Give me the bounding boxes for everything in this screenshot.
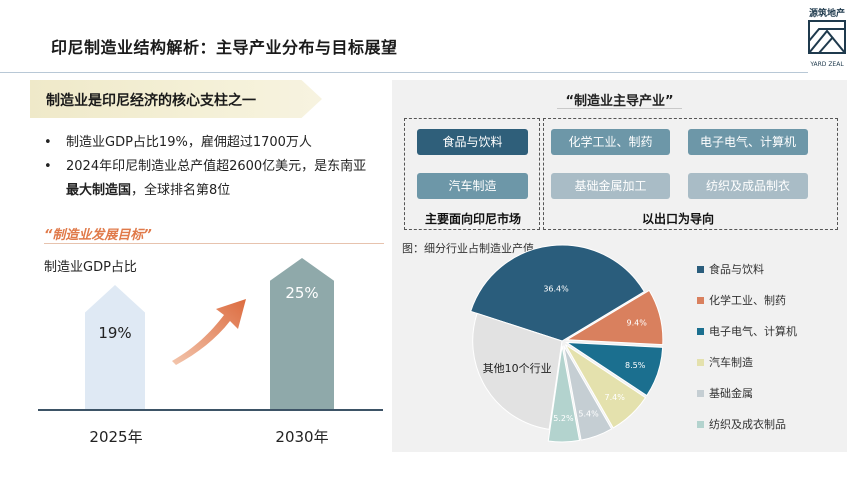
legend-item: 纺织及成衣制品 bbox=[697, 418, 797, 449]
logo-text-cn: 源筑地产 bbox=[808, 9, 845, 19]
category-electronics-computers: 电子电气、计算机 bbox=[688, 129, 808, 155]
pie-slice bbox=[564, 341, 664, 397]
pie-data-label: 7.4% bbox=[605, 393, 626, 402]
legend-swatch bbox=[697, 328, 704, 335]
pie-slice bbox=[547, 345, 581, 443]
domestic-group-box bbox=[404, 118, 540, 230]
bar-label-2030: 25% bbox=[285, 284, 319, 302]
x-axis-label-2025: 2025年 bbox=[89, 428, 143, 446]
growth-arrow-icon bbox=[172, 299, 246, 365]
headline-banner-text: 制造业是印尼经济的核心支柱之一 bbox=[46, 93, 256, 109]
legend-label: 基础金属 bbox=[709, 387, 753, 400]
industry-panel-title: “制造业主导产业” bbox=[565, 94, 674, 109]
bar-2025 bbox=[85, 285, 145, 410]
category-automotive: 汽车制造 bbox=[417, 173, 528, 199]
domestic-group-label: 主要面向印尼市场 bbox=[425, 212, 522, 226]
pie-chart: 36.4% 9.4% 8.5% 7.4% 5.4% 5.2% 其他10个行业 bbox=[470, 244, 664, 443]
legend-item: 基础金属 bbox=[697, 387, 797, 418]
key-fact-item: 制造业GDP占比19%，雇佣超过1700万人 bbox=[44, 131, 379, 155]
pie-slice bbox=[470, 244, 646, 342]
x-axis-label-2030: 2030年 bbox=[275, 428, 329, 446]
category-food-beverage: 食品与饮料 bbox=[417, 129, 528, 155]
pie-chart-caption: 图：细分行业占制造业产值 bbox=[402, 242, 534, 255]
goal-section-title: “制造业发展目标” bbox=[44, 228, 152, 243]
panel-title-underline bbox=[557, 108, 682, 109]
goal-divider bbox=[44, 243, 384, 244]
bar-label-2025: 19% bbox=[98, 324, 132, 342]
logo-mark-icon bbox=[808, 20, 846, 54]
page-title: 印尼制造业结构解析：主导产业分布与目标展望 bbox=[51, 38, 398, 57]
legend-label: 食品与饮料 bbox=[709, 263, 764, 276]
category-basic-metals: 基础金属加工 bbox=[551, 173, 670, 199]
key-fact-text: 2024年印尼制造业总产值超2600亿美元，是东南亚 bbox=[66, 159, 367, 174]
pie-data-label: 其他10个行业 bbox=[483, 362, 552, 375]
export-group-label: 以出口为导向 bbox=[642, 212, 715, 226]
legend-swatch bbox=[697, 297, 704, 304]
category-textiles-garments: 纺织及成品制衣 bbox=[688, 173, 808, 199]
legend-label: 电子电气、计算机 bbox=[709, 325, 797, 338]
bar-chart-baseline bbox=[38, 409, 383, 411]
pie-slice bbox=[563, 345, 613, 441]
key-facts-list: 制造业GDP占比19%，雇佣超过1700万人 2024年印尼制造业总产值超260… bbox=[44, 131, 379, 203]
header-divider bbox=[0, 72, 808, 73]
brand-logo: 源筑地产 YARD ZEAL bbox=[803, 6, 851, 68]
headline-banner: 制造业是印尼经济的核心支柱之一 bbox=[30, 80, 322, 118]
legend-label: 汽车制造 bbox=[709, 356, 753, 369]
legend-label: 纺织及成衣制品 bbox=[709, 418, 786, 431]
key-fact-text: ，全球排名第8位 bbox=[131, 183, 231, 198]
goal-chart-label: 制造业GDP占比 bbox=[44, 260, 137, 275]
legend-item: 食品与饮料 bbox=[697, 263, 797, 294]
export-group-box bbox=[543, 118, 838, 230]
pie-slice bbox=[472, 312, 563, 430]
key-fact-item: 2024年印尼制造业总产值超2600亿美元，是东南亚最大制造国，全球排名第8位 bbox=[44, 155, 379, 203]
legend-item: 化学工业、制药 bbox=[697, 294, 797, 325]
pie-legend: 食品与饮料化学工业、制药 电子电气、计算机 汽车制造基础金属纺织及成衣制品 bbox=[697, 263, 797, 449]
pie-slice bbox=[564, 344, 647, 429]
legend-item: 电子电气、计算机 bbox=[697, 325, 797, 356]
legend-swatch bbox=[697, 266, 704, 273]
pie-data-label: 36.4% bbox=[543, 285, 569, 294]
legend-swatch bbox=[697, 421, 704, 428]
logo-text-en: YARD ZEAL bbox=[810, 61, 844, 68]
legend-swatch bbox=[697, 359, 704, 366]
pie-data-label: 5.2% bbox=[553, 414, 574, 423]
pie-slice bbox=[565, 289, 664, 346]
category-chemicals-pharma: 化学工业、制药 bbox=[551, 129, 670, 155]
key-fact-text: 制造业GDP占比19%，雇佣超过1700万人 bbox=[66, 135, 312, 150]
key-fact-emphasis: 最大制造国 bbox=[66, 183, 132, 198]
legend-label: 化学工业、制药 bbox=[709, 294, 786, 307]
pie-data-label: 5.4% bbox=[578, 409, 599, 418]
pie-data-label: 8.5% bbox=[625, 361, 646, 370]
legend-item: 汽车制造 bbox=[697, 356, 797, 387]
legend-swatch bbox=[697, 390, 704, 397]
bar-2030 bbox=[270, 258, 334, 410]
pie-data-label: 9.4% bbox=[627, 318, 648, 327]
